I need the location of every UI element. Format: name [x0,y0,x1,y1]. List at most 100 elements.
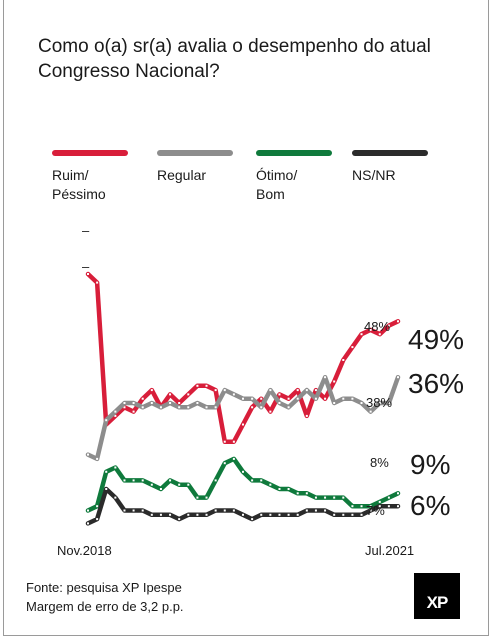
legend-label: NS/NR [352,167,396,183]
data-point [196,402,199,404]
legend-item-4: NS/NR [352,150,428,185]
data-point [296,389,299,392]
data-point [205,406,208,409]
data-point [114,414,117,417]
data-point [205,513,208,516]
data-point [296,513,299,516]
end-label-big-2: 36% [408,368,464,399]
chart-frame [3,0,489,636]
data-point [260,406,263,409]
chart-title: Como o(a) sr(a) avalia o desempenho do a… [38,36,431,82]
data-point [351,346,354,349]
data-point [296,397,299,400]
data-point [187,513,190,516]
data-point [397,320,399,323]
data-point [187,483,190,486]
data-point [324,397,327,400]
data-point [159,406,162,409]
data-point [159,488,162,490]
data-point [123,402,126,404]
data-point [105,488,108,490]
data-point [342,513,345,516]
data-point [141,509,144,512]
data-point [260,397,263,400]
data-point [278,513,281,516]
data-point [105,419,108,422]
data-point [278,488,281,490]
data-point [214,479,217,482]
data-point [132,410,135,413]
data-point [260,479,263,482]
data-point [287,488,290,490]
data-point [397,505,399,508]
legend-swatch [256,150,332,156]
data-point [87,509,89,512]
data-point [333,513,336,516]
data-point [251,479,254,482]
data-point [333,380,336,383]
data-point [150,402,153,404]
data-point [314,389,317,392]
data-point [223,440,226,443]
data-point [278,393,281,396]
data-point [223,509,226,512]
data-point [269,483,272,486]
legend-swatch [157,150,233,156]
legend-swatch [352,150,428,156]
y-tick-label: – [82,259,90,274]
legend-swatch [52,150,128,156]
data-point [187,393,190,396]
data-point [305,389,308,392]
data-point [123,406,126,409]
data-point [96,457,99,460]
data-point [159,513,162,516]
data-point [169,393,172,396]
data-point [132,479,135,482]
source-line-1: Fonte: pesquisa XP Ipespe [26,580,182,595]
data-point [105,470,108,473]
data-point [397,376,399,379]
data-point [324,496,327,499]
data-point [360,402,363,404]
data-point [132,509,135,512]
data-point [333,402,336,404]
data-point [351,513,354,516]
data-point [169,402,172,404]
data-point [114,410,117,413]
data-point [132,402,135,404]
data-point [114,496,117,499]
legend-label: Regular [157,167,207,183]
data-point [214,406,217,409]
data-point [196,513,199,516]
data-point [141,397,144,400]
legend-item-3: Ótimo/ Bom [256,150,332,204]
data-point [369,505,372,508]
data-point [96,505,99,508]
x-tick-label-start: Nov.2018 [57,543,112,558]
data-point [242,423,244,426]
data-point [114,466,117,469]
data-point [150,389,153,392]
data-point [205,496,208,499]
data-point [196,384,199,387]
data-point [242,470,244,473]
data-point [387,505,390,508]
series-line-1 [85,271,401,444]
data-point [387,496,390,499]
data-point [87,522,89,525]
data-point [223,462,226,465]
data-point [232,509,235,512]
end-label-small-2: 38% [366,395,392,410]
data-point [178,406,181,409]
data-point [378,333,381,336]
data-point [251,397,254,400]
data-point [296,492,299,495]
source-note: Fonte: pesquisa XP Ipespe Margem de erro… [26,578,184,616]
data-point [150,513,153,516]
data-point [169,513,172,516]
data-point [360,513,363,516]
data-point [260,513,263,516]
data-point [351,505,354,508]
data-point [242,513,244,516]
data-point [87,273,89,275]
